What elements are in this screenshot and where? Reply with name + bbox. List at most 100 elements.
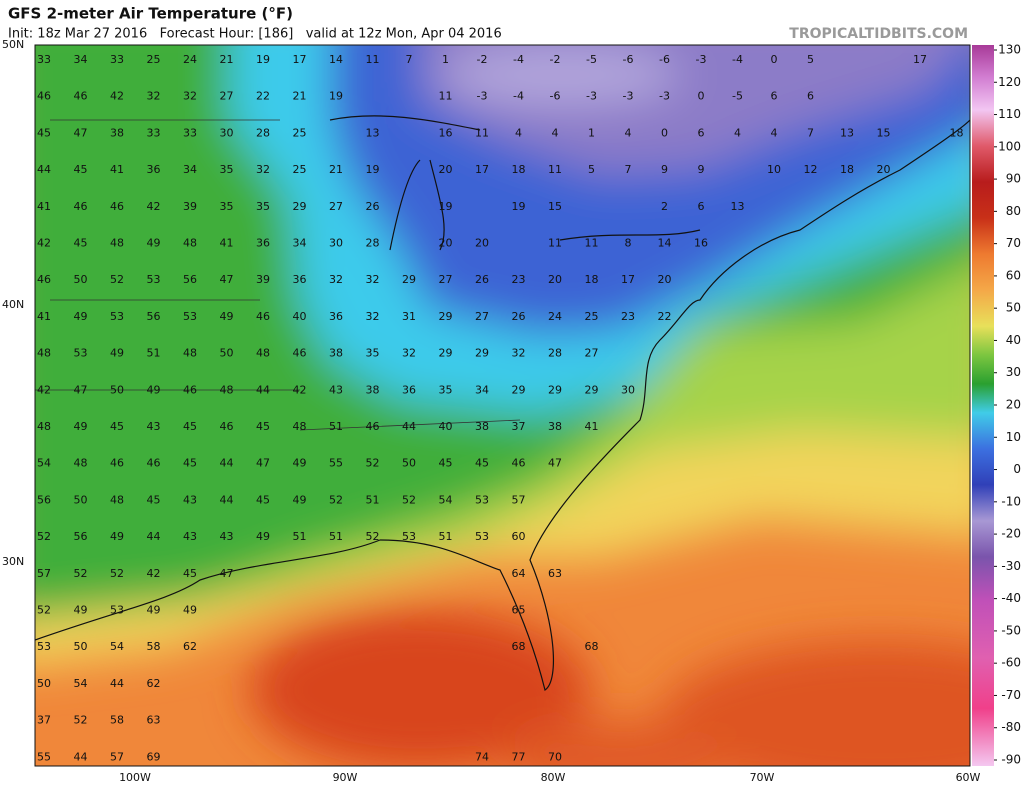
- station-value: -3: [623, 90, 634, 103]
- station-value: 42: [37, 237, 51, 250]
- station-value: 45: [74, 163, 88, 176]
- station-value: 32: [402, 347, 416, 360]
- station-value: 53: [475, 530, 489, 543]
- station-value: 19: [366, 163, 380, 176]
- station-value: 47: [220, 567, 234, 580]
- station-value: 32: [366, 310, 380, 323]
- station-value: 19: [256, 53, 270, 66]
- station-value: 25: [293, 126, 307, 139]
- latitude-label: 30N: [2, 555, 24, 568]
- station-value: 53: [110, 604, 124, 617]
- station-value: 49: [147, 604, 161, 617]
- station-value: 4: [515, 126, 522, 139]
- station-value: 14: [329, 53, 343, 66]
- station-value: 48: [183, 347, 197, 360]
- station-value: 12: [804, 163, 818, 176]
- station-value: 6: [807, 90, 814, 103]
- station-value: -2: [477, 53, 488, 66]
- colorbar-label: 120: [998, 75, 1021, 89]
- station-value: 17: [475, 163, 489, 176]
- station-value: 32: [329, 273, 343, 286]
- station-value: 51: [329, 530, 343, 543]
- station-value: 69: [147, 750, 161, 763]
- station-value: 64: [512, 567, 526, 580]
- station-value: 27: [220, 90, 234, 103]
- station-value: 56: [183, 273, 197, 286]
- station-value: 42: [293, 383, 307, 396]
- station-value: 52: [366, 530, 380, 543]
- station-value: -4: [732, 53, 743, 66]
- station-value: 49: [147, 383, 161, 396]
- station-value: 49: [256, 530, 270, 543]
- station-value: 1: [442, 53, 449, 66]
- station-value: 0: [771, 53, 778, 66]
- station-value: 24: [548, 310, 562, 323]
- station-value: 11: [475, 126, 489, 139]
- station-value: 21: [329, 163, 343, 176]
- station-value: 32: [256, 163, 270, 176]
- station-value: 49: [147, 237, 161, 250]
- station-value: 5: [807, 53, 814, 66]
- station-value: 22: [256, 90, 270, 103]
- station-value: 18: [512, 163, 526, 176]
- station-value: 35: [256, 200, 270, 213]
- station-value: 20: [439, 237, 453, 250]
- latitude-label: 50N: [2, 38, 24, 51]
- station-value: 45: [183, 457, 197, 470]
- station-value: -4: [513, 53, 524, 66]
- station-value: 46: [110, 200, 124, 213]
- station-value: 38: [548, 420, 562, 433]
- station-value: 50: [74, 273, 88, 286]
- station-value: 38: [329, 347, 343, 360]
- station-value: 48: [37, 347, 51, 360]
- station-value: 25: [293, 163, 307, 176]
- station-value: 47: [74, 126, 88, 139]
- colorbar-label: -40: [1001, 591, 1021, 605]
- station-value: 44: [220, 457, 234, 470]
- station-value: 19: [439, 200, 453, 213]
- longitude-label: 90W: [333, 771, 358, 784]
- station-value: 41: [37, 200, 51, 213]
- colorbar-label: 30: [1006, 365, 1021, 379]
- station-value: -3: [696, 53, 707, 66]
- station-value: 13: [366, 126, 380, 139]
- station-value: 28: [548, 347, 562, 360]
- station-value: 27: [439, 273, 453, 286]
- station-value: 33: [110, 53, 124, 66]
- station-value: 44: [110, 677, 124, 690]
- station-value: 54: [439, 493, 453, 506]
- station-value: 46: [220, 420, 234, 433]
- station-value: 42: [110, 90, 124, 103]
- station-value: 29: [402, 273, 416, 286]
- station-value: 43: [183, 530, 197, 543]
- station-value: 46: [74, 90, 88, 103]
- station-value: 34: [74, 53, 88, 66]
- station-value: 46: [37, 273, 51, 286]
- station-value: 27: [585, 347, 599, 360]
- station-value: 50: [220, 347, 234, 360]
- station-value: 62: [147, 677, 161, 690]
- station-value: 54: [37, 457, 51, 470]
- station-value: 37: [37, 714, 51, 727]
- station-value: 4: [625, 126, 632, 139]
- station-value: 33: [37, 53, 51, 66]
- station-value: 45: [183, 420, 197, 433]
- station-value: 13: [731, 200, 745, 213]
- station-value: 56: [74, 530, 88, 543]
- station-value: 34: [475, 383, 489, 396]
- station-value: 7: [625, 163, 632, 176]
- station-value: -5: [586, 53, 597, 66]
- station-value: 1: [588, 126, 595, 139]
- station-value: 49: [293, 493, 307, 506]
- station-value: 53: [110, 310, 124, 323]
- coastlines: [35, 115, 970, 691]
- station-value: 20: [548, 273, 562, 286]
- station-value: 45: [439, 457, 453, 470]
- station-value: 65: [512, 604, 526, 617]
- station-value: 11: [548, 163, 562, 176]
- station-value: 46: [183, 383, 197, 396]
- station-value: 68: [585, 640, 599, 653]
- station-value: -3: [477, 90, 488, 103]
